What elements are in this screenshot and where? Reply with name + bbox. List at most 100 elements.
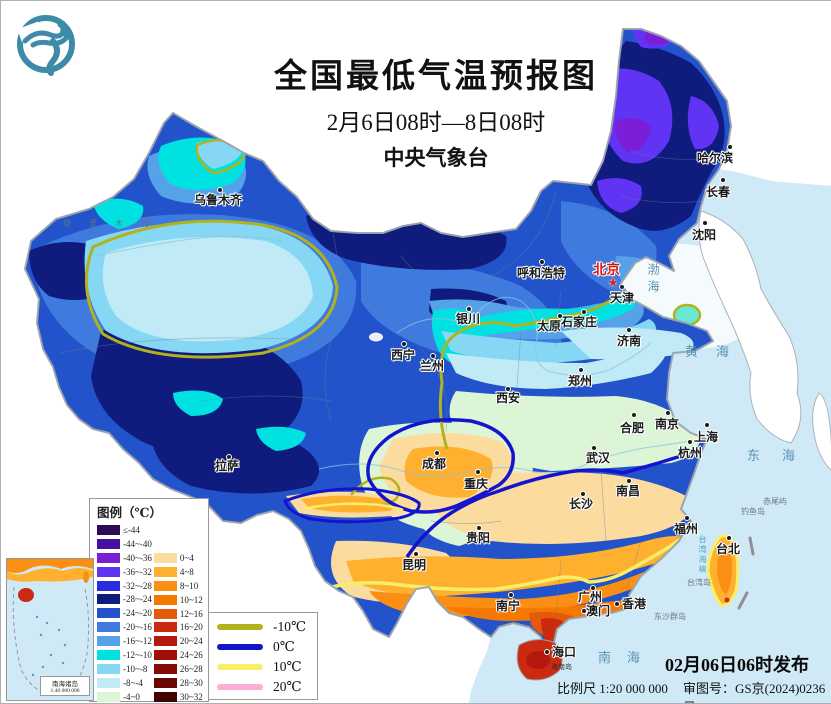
legend-label: -10~-8: [123, 663, 148, 674]
city-label: 济南: [617, 334, 642, 348]
legend-swatch: [97, 636, 120, 647]
isoline-swatch: [217, 664, 263, 670]
inset-map: [7, 559, 93, 700]
city-dot-icon: [687, 439, 693, 445]
inset-scale: 1:40 000 000: [50, 688, 80, 694]
isoline-row: 20℃: [209, 677, 317, 697]
legend-warm-column: 0~4 4~8 8~10 10~12 12~16 16~20 20~24 24~26 26~28…: [153, 551, 203, 703]
city-dot-icon: [631, 412, 637, 418]
sea-label: 塔里木河: [63, 219, 167, 228]
inset-label-box: 南海诸岛 1:40 000 000: [40, 676, 90, 696]
city-dot-icon: [413, 551, 419, 557]
legend-row: 20~24: [153, 634, 203, 648]
china-national-border: [24, 28, 732, 652]
isoline-row: -10℃: [209, 617, 317, 637]
agency-name: 中央气象台: [383, 146, 489, 170]
city-dot-icon: [476, 525, 482, 531]
cma-logo-icon: [17, 15, 75, 76]
city-dot-icon: [466, 306, 472, 312]
legend-label: 26~28: [179, 664, 203, 675]
legend-label: 28~30: [179, 677, 203, 688]
city-label: 长春: [706, 185, 731, 199]
city-dot-icon: [434, 450, 440, 456]
legend-swatch: [153, 664, 177, 675]
legend-row: -44~-40: [97, 537, 152, 551]
city-label: 重庆: [464, 477, 489, 491]
isoline-label: 10℃: [273, 659, 302, 674]
legend-label: -28~-24: [123, 594, 152, 605]
legend-label: -24~-20: [123, 608, 152, 619]
legend-label: 10~12: [179, 594, 203, 605]
south-china-sea-inset: 南海诸岛 1:40 000 000: [6, 558, 94, 701]
city-label: 福州: [674, 522, 699, 536]
city-dot-icon: [727, 144, 733, 150]
city-label: 贵阳: [466, 531, 491, 545]
city-dot-icon: [578, 367, 584, 373]
legend-label: -8~-4: [123, 677, 143, 688]
city-label: 西安: [496, 391, 521, 405]
legend-swatch: [153, 650, 177, 661]
sea-label: 东海: [747, 448, 818, 463]
legend-row: 26~28: [153, 662, 203, 676]
legend-title: 图例（℃）: [97, 506, 162, 520]
legend-label: 4~8: [179, 566, 194, 577]
city-dot-icon: [226, 454, 232, 460]
legend-row: -20~-16: [97, 620, 152, 634]
legend-label: 20~24: [179, 636, 203, 647]
sea-label: 黄海: [685, 344, 748, 359]
legend-swatch: [153, 622, 177, 633]
city-dot-icon: [665, 410, 671, 416]
map-subtitle: 2月6日08时—8日08时: [326, 110, 546, 135]
legend-row: 28~30: [153, 676, 203, 690]
city-label: 银川: [456, 312, 481, 326]
city-dot-icon: [626, 478, 632, 484]
city-label: 武汉: [586, 451, 611, 465]
isoline-label: 20℃: [273, 679, 302, 694]
hainan-core: [526, 651, 550, 669]
legend-row: 10~12: [153, 593, 203, 607]
city-dot-icon: [726, 535, 732, 541]
city-label: 西宁: [391, 348, 416, 362]
city-dot-icon: [508, 592, 514, 598]
legend-cold-column: ≤-44 -44~-40 -40~-36 -36~-32 -32~-28 -28~-24 -…: [97, 523, 152, 703]
legend-label: ≤-44: [123, 524, 140, 535]
rivers: [95, 235, 706, 477]
taiwan-core: [717, 548, 733, 595]
legend-swatch: [97, 594, 120, 605]
city-label: 南宁: [496, 599, 521, 613]
city-label: 天津: [610, 291, 635, 305]
city-dot-icon: [619, 284, 625, 290]
isoline-swatch: [217, 684, 263, 690]
sea-label: 海南岛: [551, 663, 572, 671]
legend-swatch: [97, 608, 120, 619]
legend-row: ≤-44: [97, 523, 152, 537]
city-label: 郑州: [568, 374, 593, 388]
city-dot-icon: [684, 515, 690, 521]
title-block: 全国最低气温预报图 2月6日08时—8日08时 中央气象台: [216, 49, 656, 172]
legend-swatch: [153, 580, 177, 591]
city-label: 香港: [622, 597, 647, 611]
legend-swatch: [97, 538, 120, 549]
city-label: 上海: [694, 430, 719, 444]
city-dot-icon: [704, 422, 710, 428]
isoline-swatch: [217, 624, 263, 630]
legend-swatch: [153, 552, 177, 563]
city-dot-icon: [401, 341, 407, 347]
sea-label: 东沙群岛: [654, 612, 686, 621]
city-label: 哈尔滨: [697, 151, 734, 165]
legend-row: 8~10: [153, 579, 203, 593]
city-label: 石家庄: [561, 315, 598, 329]
city-label: 杭州: [678, 446, 703, 460]
legend-row: 12~16: [153, 607, 203, 621]
city-label: 广州: [578, 590, 603, 604]
legend-label: 0~4: [179, 552, 194, 563]
legend-swatch: [153, 566, 177, 577]
legend-row: 16~20: [153, 620, 203, 634]
legend-row: 24~26: [153, 648, 203, 662]
isoline-label: -10℃: [273, 619, 307, 634]
city-dot-icon: [544, 649, 550, 655]
legend-row: -28~-24: [97, 592, 152, 606]
city-dot-icon: [539, 259, 545, 265]
legend-label: 24~26: [179, 650, 203, 661]
legend-label: 8~10: [179, 580, 199, 591]
